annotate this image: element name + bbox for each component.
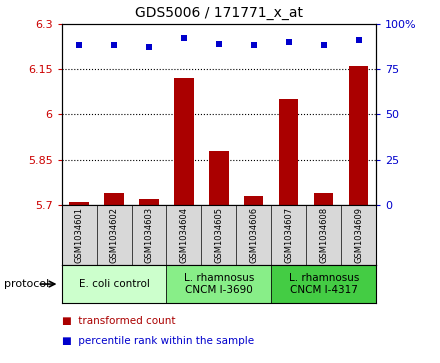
Text: protocol: protocol: [4, 279, 50, 289]
Text: GSM1034601: GSM1034601: [74, 207, 84, 263]
Point: [76, 42, 83, 48]
Point: [146, 44, 153, 50]
Bar: [244, 196, 264, 205]
Bar: [349, 66, 368, 205]
Bar: [174, 78, 194, 205]
Bar: [279, 99, 298, 205]
Text: GSM1034603: GSM1034603: [144, 207, 154, 263]
Bar: [70, 202, 89, 205]
Bar: [209, 151, 228, 205]
Bar: [104, 193, 124, 205]
Text: L. rhamnosus
CNCM I-3690: L. rhamnosus CNCM I-3690: [184, 273, 254, 295]
Point: [180, 35, 187, 41]
Text: GSM1034602: GSM1034602: [110, 207, 118, 263]
Bar: [62, 265, 166, 303]
Text: L. rhamnosus
CNCM I-4317: L. rhamnosus CNCM I-4317: [289, 273, 359, 295]
Point: [110, 42, 117, 48]
Point: [285, 39, 292, 45]
Bar: [139, 199, 158, 205]
Text: E. coli control: E. coli control: [79, 279, 150, 289]
Bar: [166, 265, 271, 303]
Point: [320, 42, 327, 48]
Text: ■  transformed count: ■ transformed count: [62, 316, 175, 326]
Text: ■  percentile rank within the sample: ■ percentile rank within the sample: [62, 336, 254, 346]
Text: GSM1034604: GSM1034604: [180, 207, 188, 263]
Bar: [314, 193, 334, 205]
Text: GSM1034606: GSM1034606: [249, 207, 258, 263]
Text: GSM1034605: GSM1034605: [214, 207, 224, 263]
Point: [216, 41, 223, 46]
Point: [250, 42, 257, 48]
Bar: [271, 265, 376, 303]
Text: GSM1034608: GSM1034608: [319, 207, 328, 263]
Text: GSM1034609: GSM1034609: [354, 207, 363, 263]
Text: GSM1034607: GSM1034607: [284, 207, 293, 263]
Title: GDS5006 / 171771_x_at: GDS5006 / 171771_x_at: [135, 6, 303, 20]
Point: [355, 37, 362, 43]
